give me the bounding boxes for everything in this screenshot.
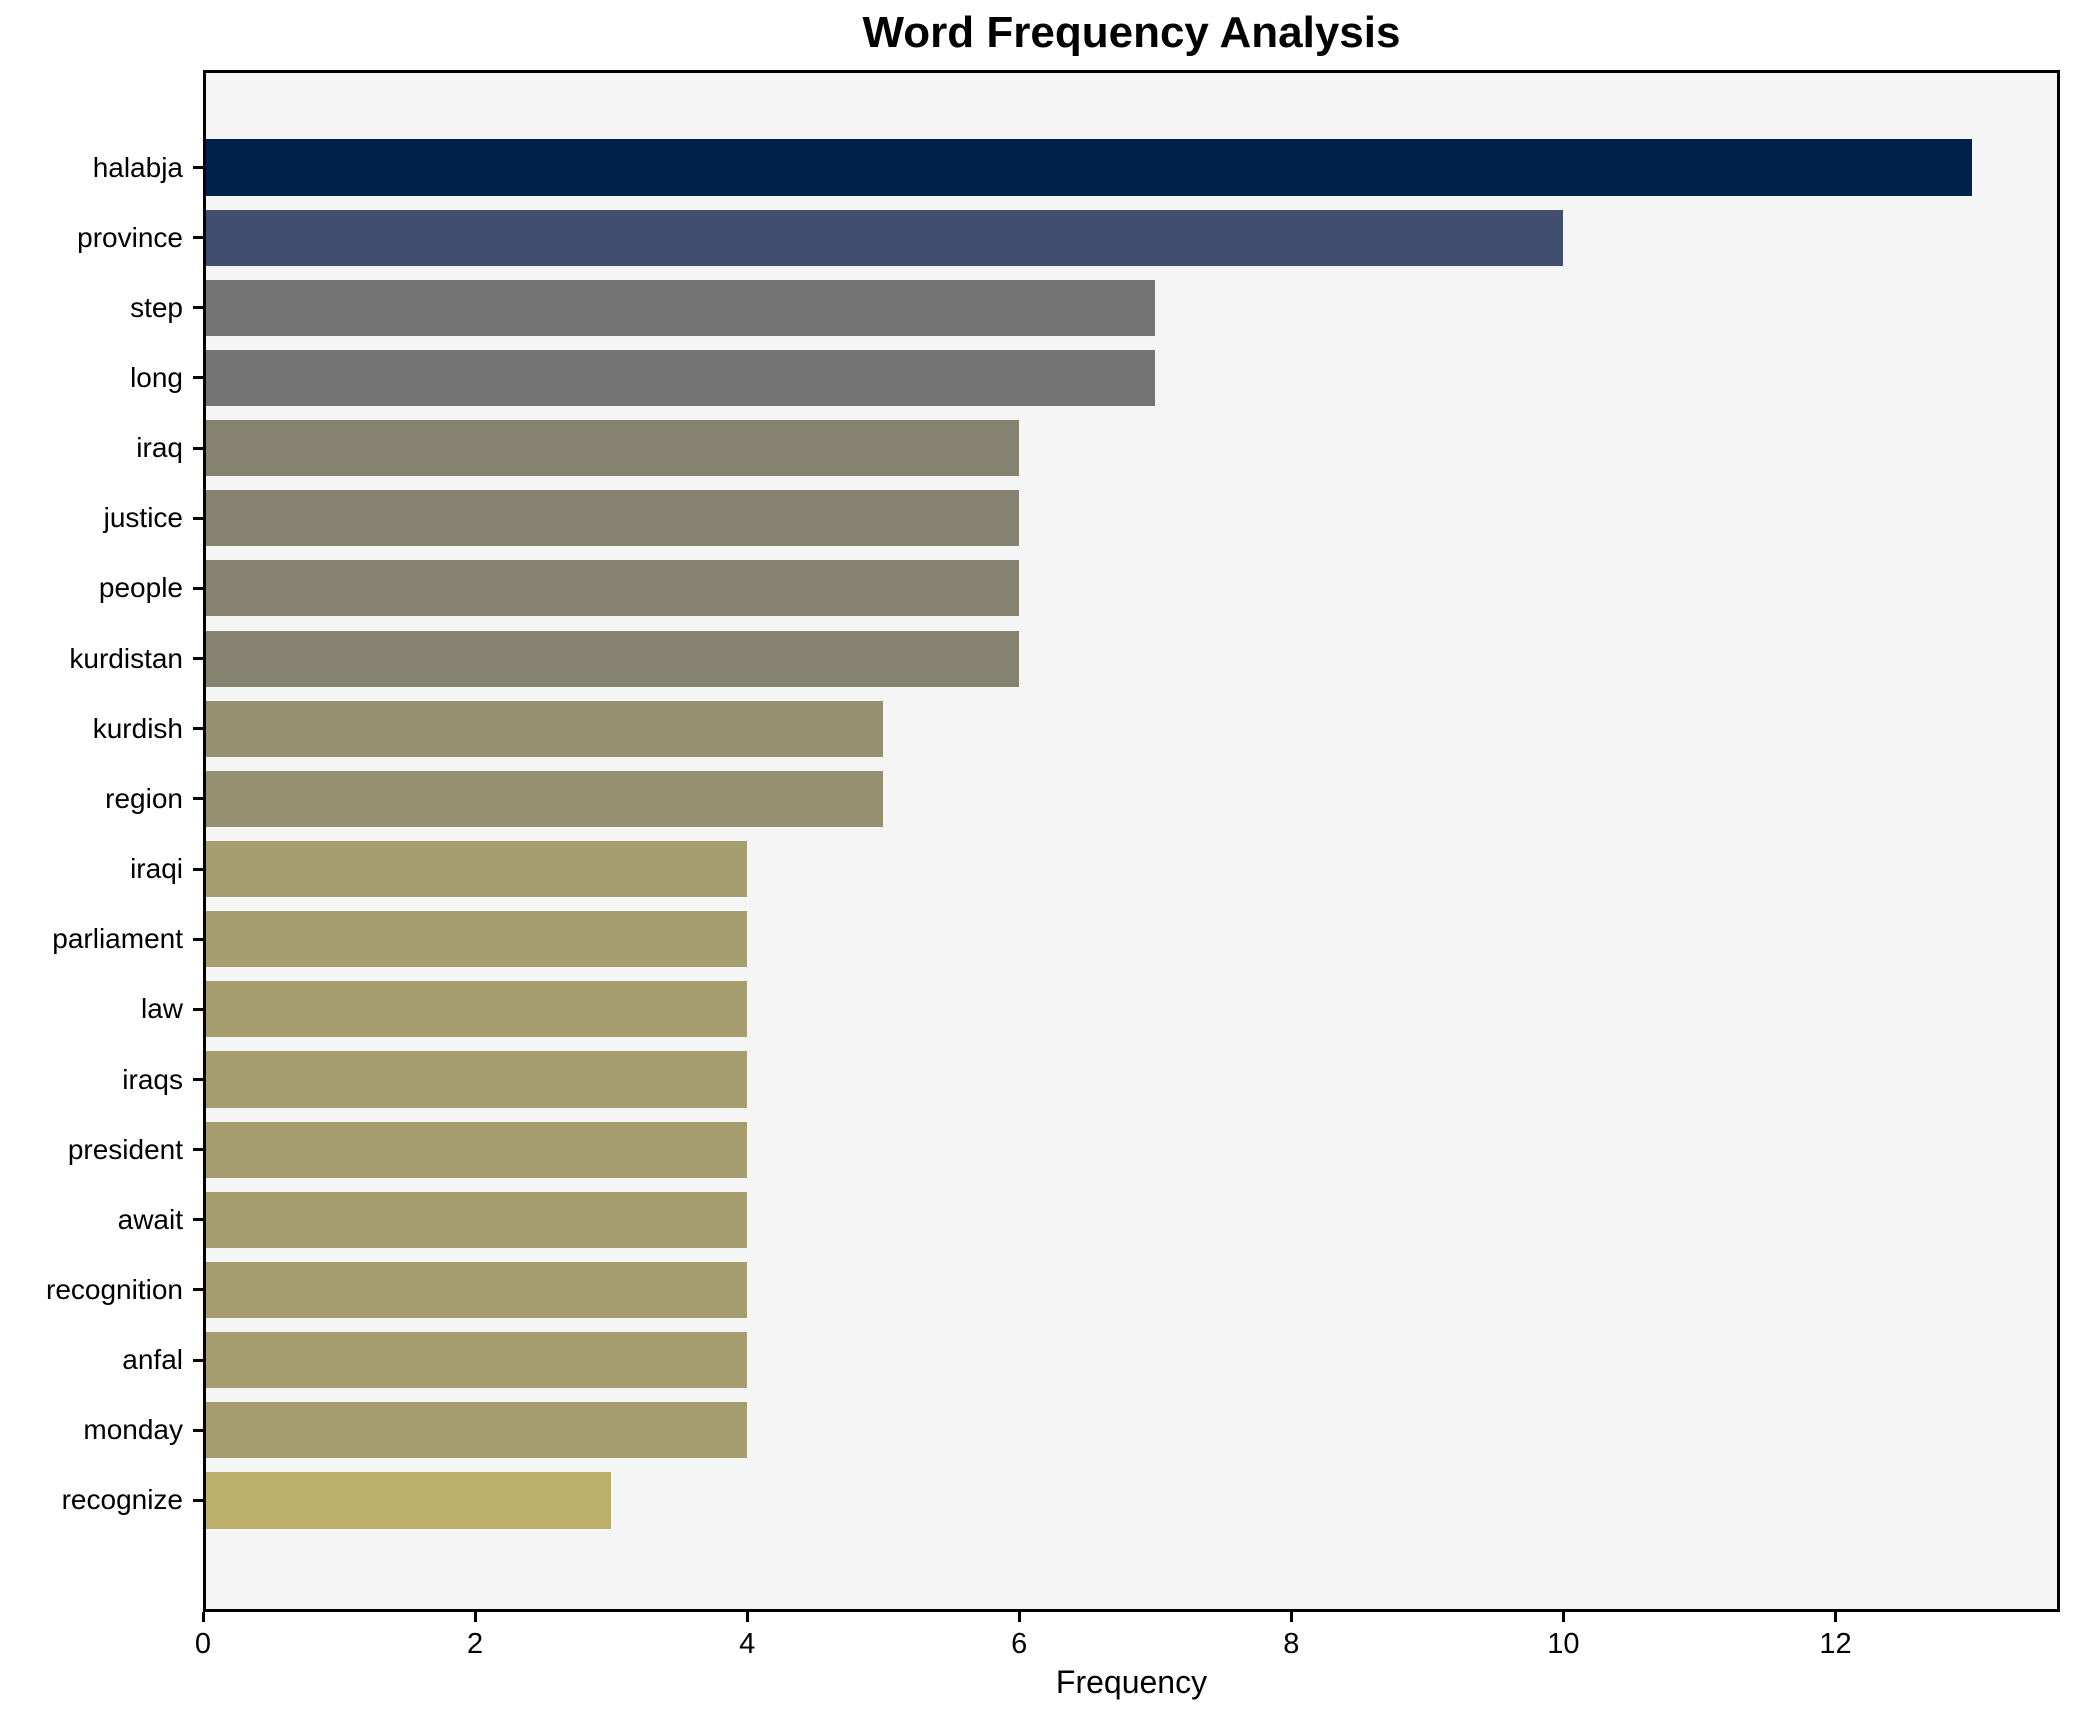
bar-president xyxy=(206,1121,748,1178)
y-tick-label-await: await xyxy=(117,1203,183,1235)
bar-long xyxy=(206,349,1156,407)
bar-law xyxy=(206,981,748,1038)
bar-step xyxy=(206,279,1156,336)
y-tick-mark xyxy=(193,1007,203,1011)
y-tick-label-kurdistan: kurdistan xyxy=(69,642,183,674)
y-tick-label-parliament: parliament xyxy=(52,923,183,955)
x-tick-label-10: 10 xyxy=(1547,1628,1580,1660)
bar-iraqs xyxy=(206,1051,748,1108)
y-tick-label-step: step xyxy=(130,291,183,323)
x-tick-label-0: 0 xyxy=(194,1628,212,1660)
y-tick-label-halabja: halabja xyxy=(92,151,183,183)
bar-monday xyxy=(206,1402,748,1459)
y-tick-label-province: province xyxy=(77,221,183,253)
bar-kurdistan xyxy=(206,630,1020,687)
y-tick-mark xyxy=(193,166,203,169)
y-tick-mark xyxy=(193,376,203,380)
y-tick-label-monday: monday xyxy=(83,1414,183,1446)
bar-people xyxy=(206,560,1020,617)
y-tick-label-people: people xyxy=(98,572,183,604)
bar-halabja xyxy=(206,139,1972,196)
y-tick-label-president: president xyxy=(67,1133,183,1165)
x-tick-mark xyxy=(1289,1612,1293,1622)
x-tick-label-8: 8 xyxy=(1283,1628,1300,1660)
y-tick-label-anfal: anfal xyxy=(122,1344,183,1376)
bar-recognition xyxy=(206,1261,748,1319)
bar-parliament xyxy=(206,911,748,968)
y-tick-mark xyxy=(193,1498,203,1502)
y-tick-mark xyxy=(193,867,203,871)
y-tick-label-recognition: recognition xyxy=(46,1273,183,1305)
bar-kurdish xyxy=(206,700,884,757)
y-tick-mark xyxy=(193,1288,203,1292)
y-tick-label-iraqi: iraqi xyxy=(130,853,183,885)
y-tick-mark xyxy=(193,586,203,590)
bar-await xyxy=(206,1191,748,1248)
x-tick-label-6: 6 xyxy=(1011,1628,1028,1660)
y-tick-mark xyxy=(193,1358,203,1362)
y-tick-label-law: law xyxy=(140,993,183,1025)
bar-justice xyxy=(206,490,1020,547)
x-tick-label-12: 12 xyxy=(1819,1628,1852,1660)
x-tick-mark xyxy=(1834,1612,1838,1622)
y-tick-label-recognize: recognize xyxy=(61,1484,183,1516)
x-tick-mark xyxy=(201,1612,205,1622)
y-tick-mark xyxy=(193,657,203,661)
y-tick-mark xyxy=(193,236,203,240)
x-tick-mark xyxy=(1561,1612,1565,1622)
x-axis-title: Frequency xyxy=(1055,1664,1208,1700)
bar-iraq xyxy=(206,420,1020,477)
y-tick-mark xyxy=(193,937,203,941)
y-tick-mark xyxy=(193,306,203,310)
y-tick-label-region: region xyxy=(105,782,183,814)
y-tick-label-long: long xyxy=(130,361,183,393)
x-tick-mark xyxy=(473,1612,477,1622)
y-tick-mark xyxy=(193,727,203,731)
y-tick-mark xyxy=(193,1148,203,1152)
chart-title: Word Frequency Analysis xyxy=(862,8,1401,57)
bar-province xyxy=(206,209,1564,266)
y-tick-mark xyxy=(193,446,203,450)
y-tick-mark xyxy=(193,1078,203,1082)
y-tick-mark xyxy=(193,1428,203,1432)
x-tick-label-2: 2 xyxy=(467,1628,484,1660)
y-tick-label-justice: justice xyxy=(103,502,183,534)
x-tick-mark xyxy=(745,1612,749,1622)
bar-recognize xyxy=(206,1472,612,1529)
y-tick-mark xyxy=(193,797,203,801)
x-tick-label-4: 4 xyxy=(739,1628,756,1660)
y-tick-mark xyxy=(193,516,203,520)
bar-region xyxy=(206,770,884,827)
x-tick-mark xyxy=(1017,1612,1021,1622)
y-tick-label-iraq: iraq xyxy=(136,432,183,464)
bar-anfal xyxy=(206,1332,748,1389)
y-tick-mark xyxy=(193,1218,203,1222)
y-tick-label-kurdish: kurdish xyxy=(92,712,183,744)
bar-iraqi xyxy=(206,841,748,898)
y-tick-label-iraqs: iraqs xyxy=(122,1063,183,1095)
